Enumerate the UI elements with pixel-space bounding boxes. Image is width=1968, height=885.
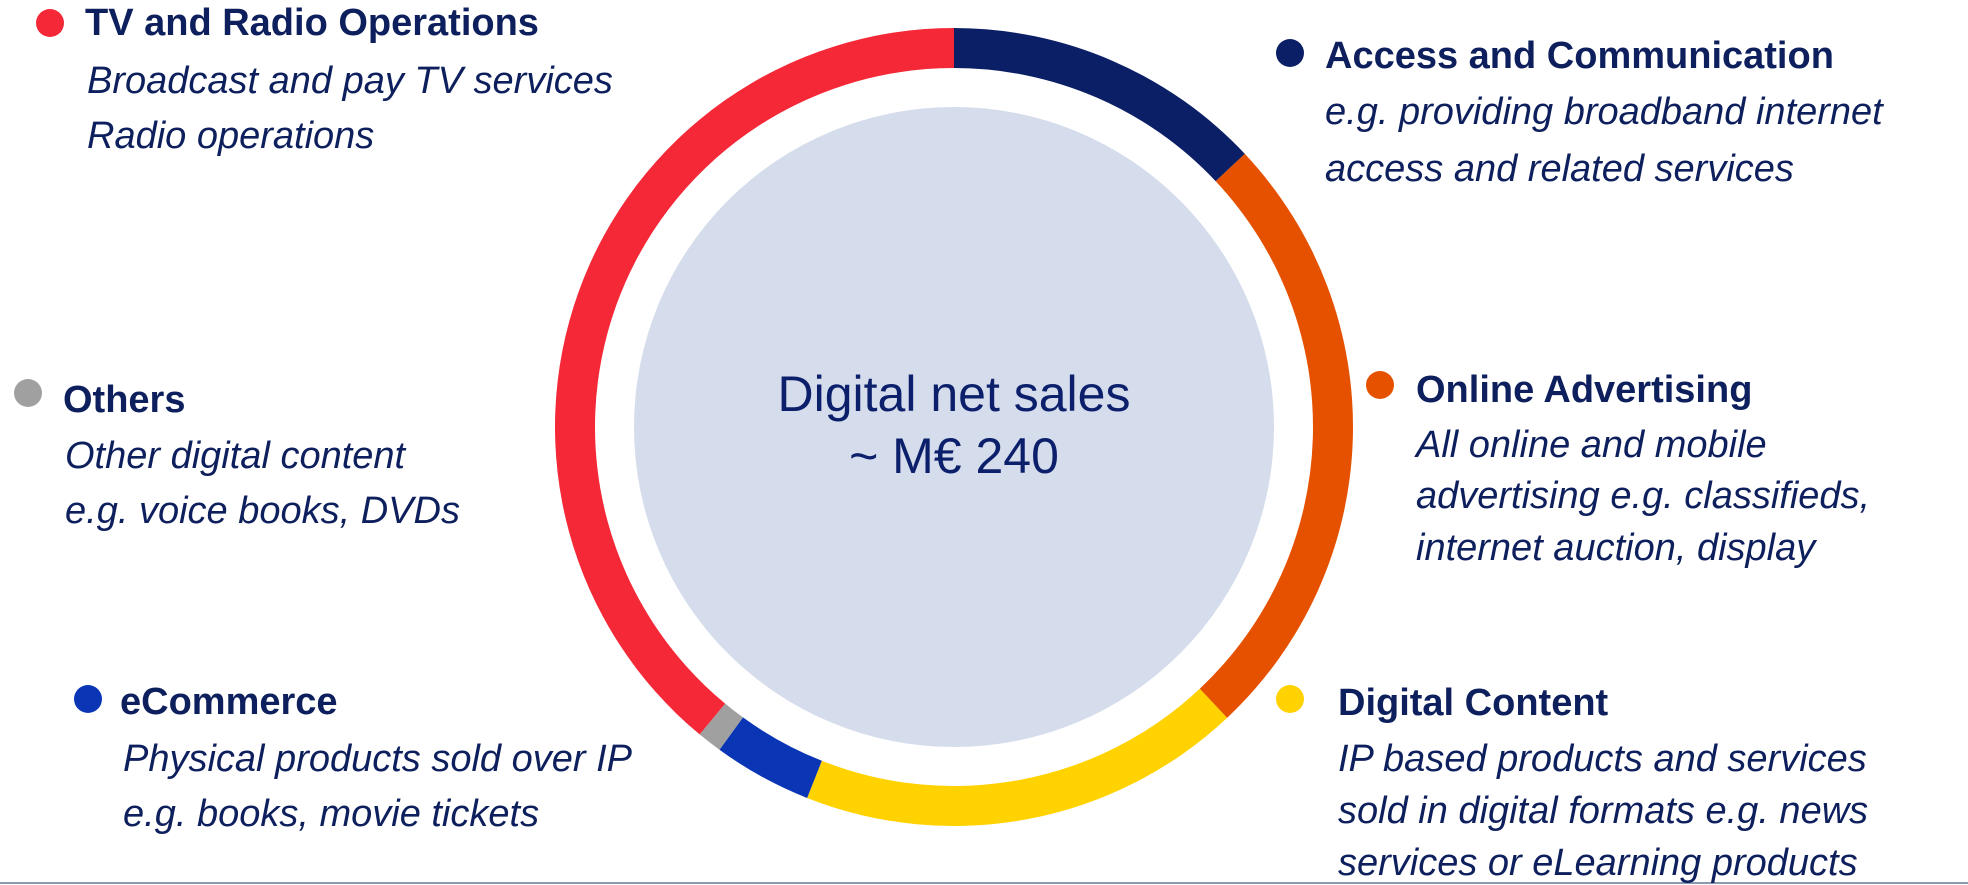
donut-segment xyxy=(954,28,1245,182)
legend-description: IP based products and services xyxy=(1338,738,1867,780)
legend-dot xyxy=(74,685,102,713)
legend-dot xyxy=(1366,371,1394,399)
donut-segment xyxy=(807,688,1228,827)
legend-description: All online and mobile xyxy=(1414,424,1767,466)
donut-segment xyxy=(719,717,822,798)
legend-description: internet auction, display xyxy=(1416,527,1817,569)
legend-dot xyxy=(36,9,64,37)
legend-description: Broadcast and pay TV services xyxy=(87,60,613,102)
center-disc xyxy=(634,107,1274,747)
legend-description: Physical products sold over IP xyxy=(123,738,633,780)
legend-title: Others xyxy=(63,379,185,421)
center-text: ~ M€ 240 xyxy=(849,428,1059,484)
legend-description: sold in digital formats e.g. news xyxy=(1338,790,1868,832)
legend-title: eCommerce xyxy=(120,681,338,723)
legend-dot xyxy=(14,379,42,407)
donut-segment xyxy=(699,703,743,750)
legend-dot xyxy=(1276,39,1304,67)
legend-dot xyxy=(1276,685,1304,713)
legend-description: e.g. voice books, DVDs xyxy=(65,490,460,532)
legend-description: Other digital content xyxy=(65,435,407,477)
legend-title: Access and Communication xyxy=(1325,35,1834,77)
donut-segment xyxy=(555,28,954,735)
legend-description: e.g. books, movie tickets xyxy=(123,793,539,835)
legend-title: Digital Content xyxy=(1338,682,1609,724)
legend-description: access and related services xyxy=(1325,148,1794,190)
legend-description: advertising e.g. classifieds, xyxy=(1416,475,1870,517)
legend-description: services or eLearning products xyxy=(1338,842,1858,884)
legend-description: Radio operations xyxy=(87,115,374,157)
legend-title: TV and Radio Operations xyxy=(85,2,539,44)
legend-title: Online Advertising xyxy=(1416,369,1752,411)
donut-segment xyxy=(1199,153,1354,718)
center-text: Digital net sales xyxy=(778,366,1131,422)
legend-description: e.g. providing broadband internet xyxy=(1325,91,1884,133)
